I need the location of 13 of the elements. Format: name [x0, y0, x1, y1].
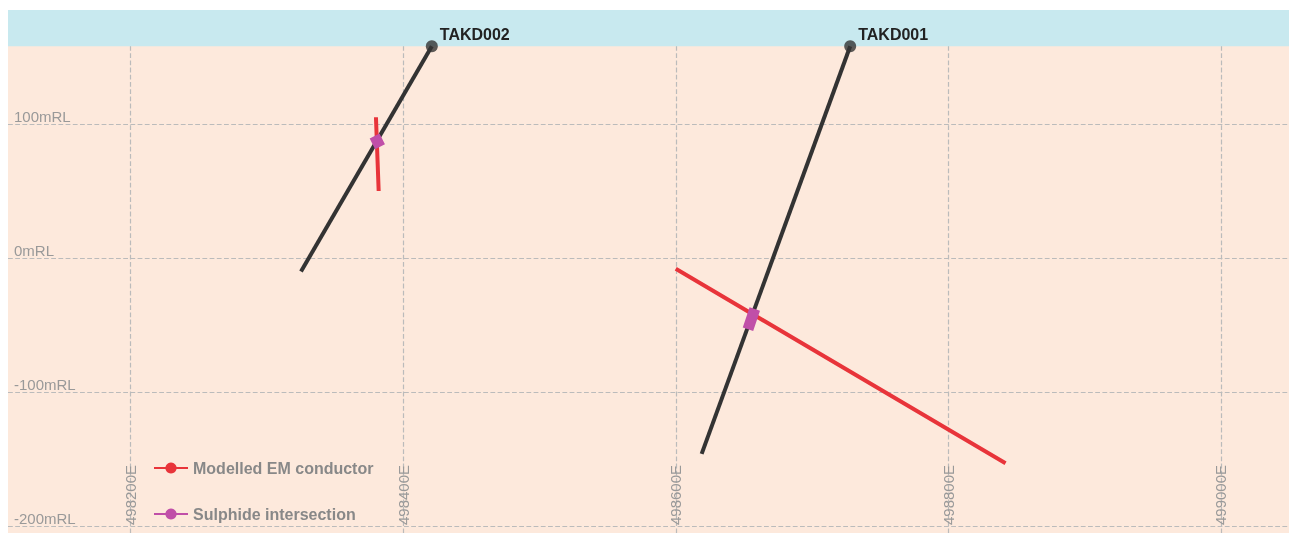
legend-label: Modelled EM conductor — [193, 459, 374, 477]
legend-label: Sulphide intersection — [193, 505, 356, 523]
x-tick-label: 499000E — [1212, 464, 1230, 525]
x-tick-label: 498600E — [667, 464, 685, 525]
annotation: TAKD002 — [439, 25, 510, 43]
y-tick-label: 100mRL — [14, 107, 71, 125]
y-tick-label: -200mRL — [14, 510, 76, 528]
x-tick-label: 498200E — [122, 464, 140, 525]
y-tick-label: 0mRL — [14, 242, 55, 260]
x-tick-label: 498800E — [939, 464, 957, 525]
x-tick-label: 498400E — [394, 464, 412, 525]
annotation: TAKD001 — [858, 25, 929, 43]
y-tick-label: -100mRL — [14, 376, 76, 394]
